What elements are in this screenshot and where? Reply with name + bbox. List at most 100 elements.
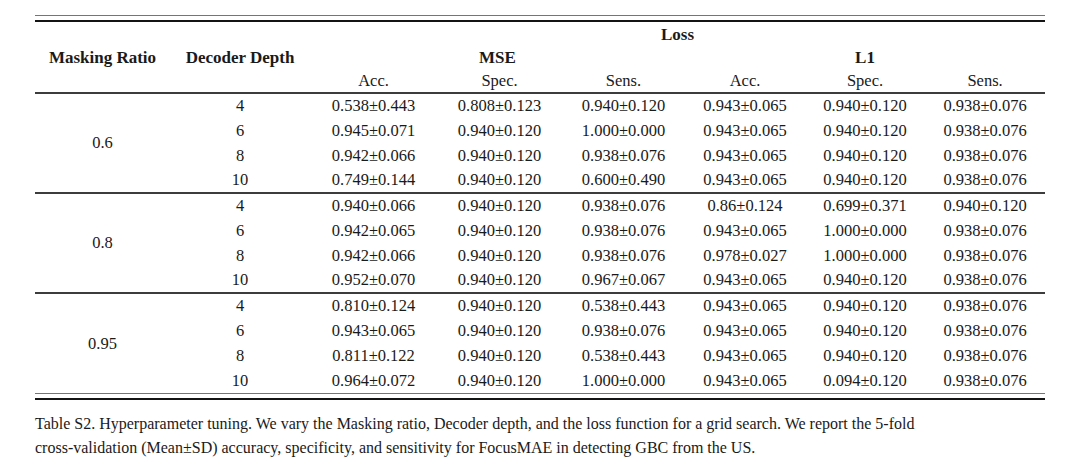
table-caption: Table S2. Hyperparameter tuning. We vary…: [35, 412, 1075, 460]
metric-value: 0.940±0.120: [805, 268, 925, 293]
metric-value: 0.940±0.120: [562, 93, 685, 118]
metric-value: 0.942±0.066: [310, 243, 437, 268]
metric-value: 0.952±0.070: [310, 268, 437, 293]
metric-value: 0.940±0.120: [805, 343, 925, 368]
col-header-l1-acc: Acc.: [685, 69, 805, 93]
ratio-group: 0.640.538±0.4430.808±0.1230.940±0.1200.9…: [35, 93, 1045, 193]
metric-value: 1.000±0.000: [805, 243, 925, 268]
metric-value: 0.943±0.065: [685, 143, 805, 168]
table-row: 0.840.940±0.0660.940±0.1200.938±0.0760.8…: [35, 193, 1045, 218]
metric-value: 0.940±0.120: [437, 143, 562, 168]
metric-value: 0.943±0.065: [685, 268, 805, 293]
metric-value: 0.938±0.076: [925, 243, 1045, 268]
header-row-loss: Loss: [35, 22, 1045, 47]
decoder-depth-value: 8: [170, 343, 310, 368]
table-row: 100.952±0.0700.940±0.1200.967±0.0670.943…: [35, 268, 1045, 293]
header-spacer: [35, 69, 310, 93]
caption-line: cross-validation (Mean±SD) accuracy, spe…: [35, 436, 1075, 460]
metric-value: 0.810±0.124: [310, 293, 437, 318]
header-row-groups: Masking Ratio Decoder Depth MSE L1: [35, 47, 1045, 69]
decoder-depth-value: 10: [170, 368, 310, 393]
metric-value: 0.940±0.120: [437, 168, 562, 193]
metric-value: 1.000±0.000: [805, 218, 925, 243]
metric-value: 0.938±0.076: [562, 193, 685, 218]
metric-value: 0.940±0.120: [437, 293, 562, 318]
decoder-depth-value: 10: [170, 268, 310, 293]
metric-value: 0.940±0.120: [805, 93, 925, 118]
metric-value: 0.940±0.120: [805, 118, 925, 143]
metric-value: 0.940±0.120: [925, 193, 1045, 218]
table-row: 0.640.538±0.4430.808±0.1230.940±0.1200.9…: [35, 93, 1045, 118]
metric-value: 0.940±0.120: [437, 243, 562, 268]
metric-value: 0.094±0.120: [805, 368, 925, 393]
table-top-rule: [35, 15, 1045, 22]
ratio-group: 0.840.940±0.0660.940±0.1200.938±0.0760.8…: [35, 193, 1045, 293]
metric-value: 0.600±0.490: [562, 168, 685, 193]
col-header-l1-spec: Spec.: [805, 69, 925, 93]
table-row: 80.811±0.1220.940±0.1200.538±0.4430.943±…: [35, 343, 1045, 368]
metric-value: 0.945±0.071: [310, 118, 437, 143]
metric-value: 0.940±0.120: [437, 343, 562, 368]
metric-value: 0.943±0.065: [685, 293, 805, 318]
metric-value: 0.938±0.076: [925, 168, 1045, 193]
metric-value: 0.943±0.065: [685, 218, 805, 243]
metric-value: 0.940±0.120: [805, 293, 925, 318]
decoder-depth-value: 8: [170, 243, 310, 268]
metric-value: 0.942±0.065: [310, 218, 437, 243]
table-row: 80.942±0.0660.940±0.1200.938±0.0760.978±…: [35, 243, 1045, 268]
metric-value: 0.938±0.076: [925, 318, 1045, 343]
metric-value: 0.940±0.066: [310, 193, 437, 218]
paper-page: Loss Masking Ratio Decoder Depth MSE L1 …: [0, 0, 1080, 474]
header-spacer: [35, 22, 310, 47]
metric-value: 0.938±0.076: [925, 93, 1045, 118]
metric-value: 0.938±0.076: [925, 343, 1045, 368]
metric-value: 0.940±0.120: [437, 118, 562, 143]
table-row: 60.942±0.0650.940±0.1200.938±0.0760.943±…: [35, 218, 1045, 243]
metric-value: 0.943±0.065: [685, 368, 805, 393]
metric-value: 0.940±0.120: [805, 318, 925, 343]
metric-value: 0.943±0.065: [685, 168, 805, 193]
table-s2: Loss Masking Ratio Decoder Depth MSE L1 …: [35, 15, 1045, 400]
metric-value: 0.940±0.120: [805, 143, 925, 168]
metric-value: 0.942±0.066: [310, 143, 437, 168]
metric-value: 0.538±0.443: [562, 293, 685, 318]
metric-value: 0.940±0.120: [437, 318, 562, 343]
metric-value: 0.940±0.120: [437, 368, 562, 393]
metric-value: 0.940±0.120: [437, 193, 562, 218]
metric-value: 0.943±0.065: [685, 118, 805, 143]
decoder-depth-value: 10: [170, 168, 310, 193]
metric-value: 0.938±0.076: [925, 218, 1045, 243]
decoder-depth-value: 4: [170, 193, 310, 218]
decoder-depth-value: 4: [170, 93, 310, 118]
masking-ratio-value: 0.8: [35, 193, 170, 293]
metric-value: 0.943±0.065: [685, 343, 805, 368]
metric-value: 0.940±0.120: [437, 218, 562, 243]
col-header-l1-sens: Sens.: [925, 69, 1045, 93]
metric-value: 1.000±0.000: [562, 368, 685, 393]
metric-value: 0.943±0.065: [685, 318, 805, 343]
metric-value: 0.964±0.072: [310, 368, 437, 393]
decoder-depth-value: 8: [170, 143, 310, 168]
metric-value: 0.943±0.065: [310, 318, 437, 343]
table-row: 0.9540.810±0.1240.940±0.1200.538±0.4430.…: [35, 293, 1045, 318]
metric-value: 0.938±0.076: [925, 118, 1045, 143]
metric-value: 0.538±0.443: [310, 93, 437, 118]
col-header-mse-sens: Sens.: [562, 69, 685, 93]
metric-value: 0.808±0.123: [437, 93, 562, 118]
col-header-mse-acc: Acc.: [310, 69, 437, 93]
table-bottom-rule: [35, 393, 1045, 400]
metric-value: 0.86±0.124: [685, 193, 805, 218]
metric-value: 0.938±0.076: [562, 318, 685, 343]
metric-value: 0.938±0.076: [562, 243, 685, 268]
metric-value: 0.938±0.076: [925, 143, 1045, 168]
col-header-mse: MSE: [310, 47, 685, 69]
metric-value: 0.978±0.027: [685, 243, 805, 268]
col-header-l1: L1: [685, 47, 1045, 69]
metric-value: 0.940±0.120: [437, 268, 562, 293]
metric-value: 1.000±0.000: [562, 118, 685, 143]
table-row: 60.943±0.0650.940±0.1200.938±0.0760.943±…: [35, 318, 1045, 343]
metric-value: 0.940±0.120: [805, 168, 925, 193]
ratio-group: 0.9540.810±0.1240.940±0.1200.538±0.4430.…: [35, 293, 1045, 393]
masking-ratio-value: 0.95: [35, 293, 170, 393]
table-header: Loss Masking Ratio Decoder Depth MSE L1 …: [35, 22, 1045, 93]
